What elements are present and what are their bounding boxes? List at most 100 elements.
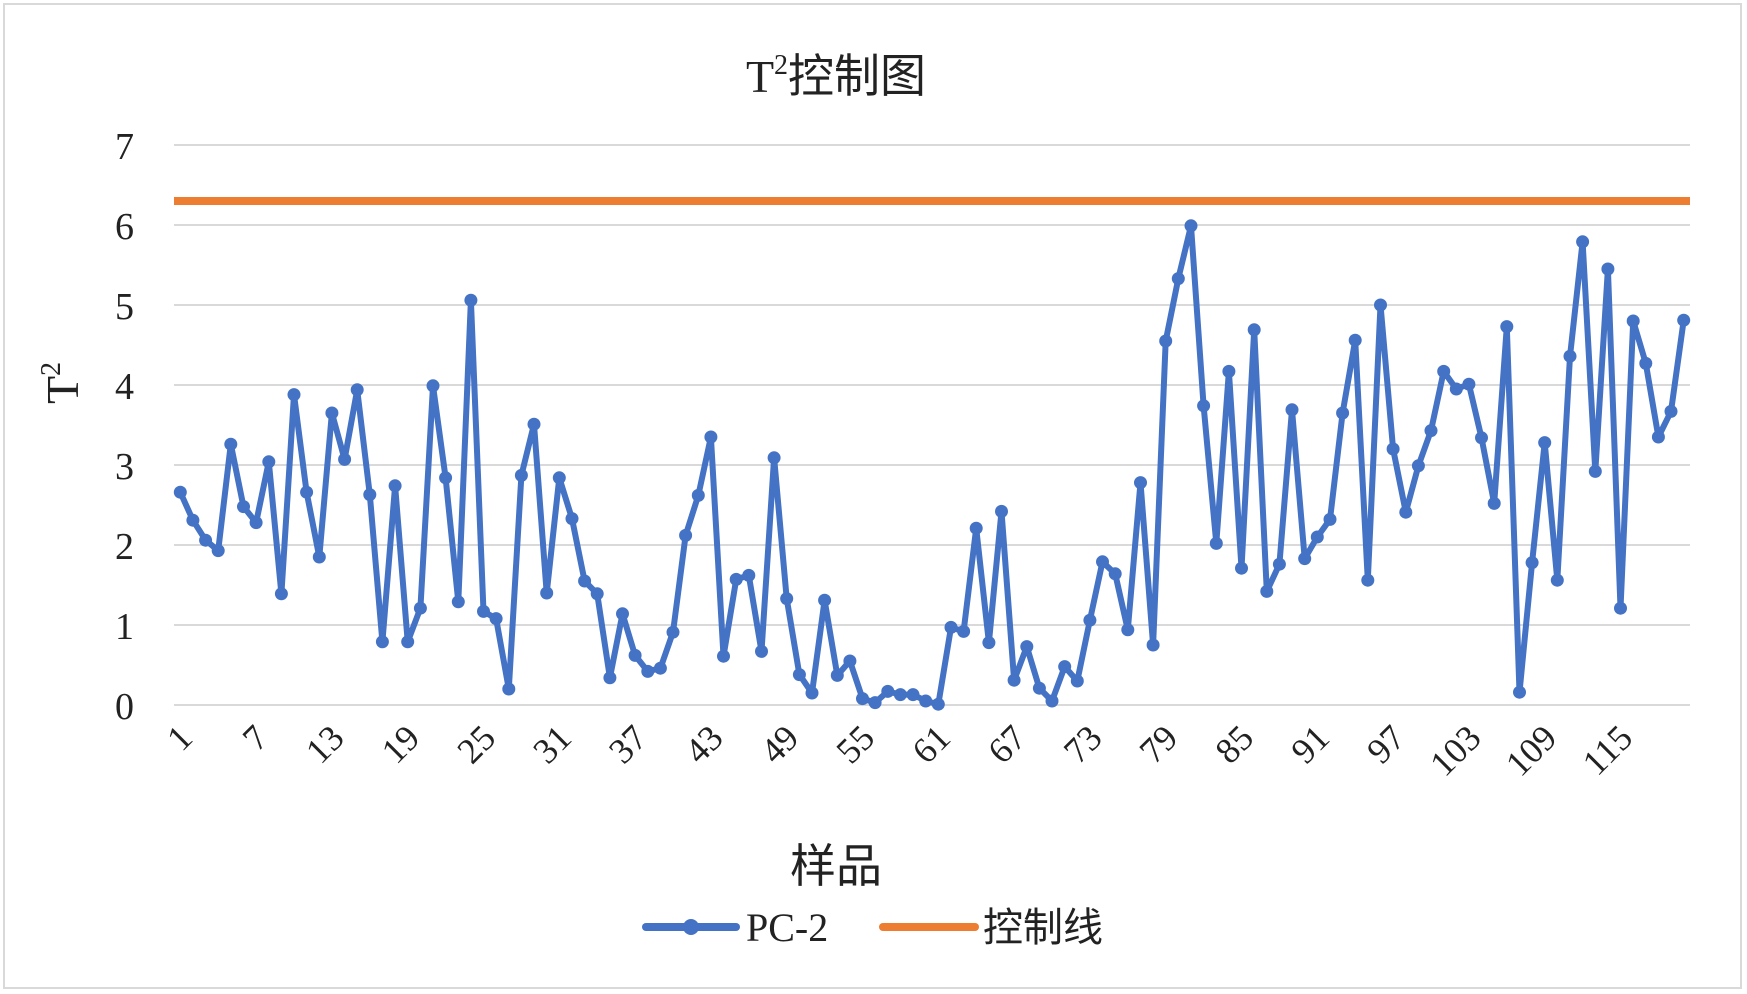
- data-point-pc2: [780, 592, 794, 606]
- data-point-pc2: [1588, 464, 1602, 478]
- data-point-pc2: [388, 479, 402, 493]
- data-point-pc2: [1083, 613, 1097, 627]
- data-point-pc2: [1475, 431, 1488, 445]
- data-point-pc2: [1614, 601, 1627, 615]
- data-point-pc2: [1361, 573, 1375, 587]
- data-point-pc2: [969, 521, 983, 535]
- x-tick-label: 103: [1422, 717, 1488, 783]
- data-point-pc2: [1007, 673, 1021, 687]
- data-point-pc2: [603, 671, 617, 685]
- data-point-pc2: [1525, 556, 1539, 570]
- data-point-pc2: [552, 471, 566, 485]
- data-point-pc2: [616, 607, 629, 621]
- data-point-pc2: [565, 512, 579, 526]
- x-tick-label: 97: [1359, 717, 1413, 771]
- data-point-pc2: [262, 455, 276, 469]
- x-tick-label: 67: [980, 717, 1034, 771]
- data-point-pc2: [944, 620, 958, 634]
- data-point-pc2: [1285, 403, 1299, 417]
- data-point-pc2: [1538, 436, 1552, 450]
- data-point-pc2: [1411, 459, 1425, 473]
- x-tick-label: 55: [828, 717, 882, 771]
- data-point-pc2: [893, 688, 907, 702]
- data-point-pc2: [1171, 272, 1185, 286]
- data-point-pc2: [199, 533, 213, 547]
- y-tick-label: 2: [115, 526, 134, 568]
- data-point-pc2: [1336, 406, 1350, 420]
- data-point-pc2: [413, 601, 427, 615]
- data-point-pc2: [1513, 685, 1526, 699]
- data-point-pc2: [401, 635, 415, 649]
- data-point-pc2: [957, 624, 971, 638]
- data-point-pc2: [527, 417, 541, 431]
- data-point-pc2: [995, 504, 1008, 518]
- data-point-pc2: [919, 694, 933, 708]
- data-point-pc2: [1386, 442, 1400, 456]
- x-tick-label: 91: [1283, 717, 1337, 771]
- data-point-pc2: [1639, 356, 1653, 370]
- data-point-pc2: [464, 293, 478, 307]
- data-point-pc2: [843, 654, 857, 668]
- legend-item-control-line: 控制线: [879, 905, 1103, 950]
- data-point-pc2: [1323, 512, 1337, 526]
- data-point-pc2: [1146, 638, 1160, 652]
- data-point-pc2: [237, 500, 250, 514]
- x-tick-label: 1: [159, 717, 200, 758]
- legend-label-control-line: 控制线: [983, 905, 1103, 950]
- x-tick-label: 61: [904, 717, 958, 771]
- data-point-pc2: [439, 471, 453, 485]
- data-point-pc2: [1437, 364, 1451, 378]
- data-point-pc2: [312, 550, 326, 564]
- data-point-pc2: [1576, 235, 1590, 249]
- data-point-pc2: [1500, 320, 1514, 334]
- x-tick-label: 49: [753, 717, 807, 771]
- x-tick-label: 19: [374, 717, 428, 771]
- data-point-pc2: [1399, 505, 1413, 519]
- x-tick-label: 79: [1132, 717, 1186, 771]
- data-point-pc2: [704, 430, 718, 444]
- data-point-pc2: [426, 379, 440, 393]
- y-tick-label: 7: [115, 126, 134, 168]
- data-point-pc2: [868, 696, 882, 710]
- y-axis-label: T2: [36, 362, 88, 404]
- data-point-pc2: [224, 437, 238, 451]
- data-point-pc2: [1626, 314, 1640, 328]
- data-point-pc2: [742, 568, 756, 582]
- data-point-pc2: [982, 636, 996, 650]
- data-point-pc2: [628, 648, 642, 662]
- data-point-pc2: [1045, 694, 1059, 708]
- data-point-pc2: [641, 664, 655, 678]
- x-tick-label: 73: [1056, 717, 1110, 771]
- data-point-pc2: [1197, 399, 1211, 413]
- data-point-pc2: [1184, 219, 1198, 233]
- data-point-pc2: [767, 451, 781, 465]
- data-point-pc2: [1550, 573, 1564, 587]
- data-point-pc2: [590, 587, 604, 601]
- data-point-pc2: [1222, 364, 1236, 378]
- data-point-pc2: [540, 586, 554, 600]
- x-tick-labels: 1 7 13 19 25 31 37 43 49 55 61 67 73 79 85 91 97 103 109 11…: [159, 717, 1640, 783]
- data-point-pc2: [1601, 262, 1615, 276]
- chart-frame: [3, 3, 1742, 989]
- data-point-pc2: [755, 644, 768, 658]
- y-tick-label: 0: [115, 686, 134, 728]
- data-point-pc2: [249, 516, 263, 530]
- x-axis-label: 样品: [790, 841, 882, 892]
- data-point-pc2: [578, 574, 592, 588]
- y-tick-label: 4: [115, 366, 134, 408]
- y-tick-labels: 0 1 2 3 4 5 6 7: [115, 126, 134, 728]
- y-tick-label: 3: [115, 446, 134, 488]
- data-point-pc2: [906, 688, 920, 702]
- data-point-pc2: [350, 383, 364, 397]
- x-tick-label: 31: [525, 717, 579, 771]
- data-point-pc2: [1260, 584, 1274, 598]
- chart-title: T2控制图: [746, 50, 926, 102]
- y-tick-label: 1: [115, 606, 134, 648]
- data-point-pc2: [1247, 323, 1261, 337]
- x-tick-label: 37: [601, 717, 655, 771]
- data-point-pc2: [792, 668, 806, 682]
- data-point-pc2: [1310, 530, 1324, 544]
- data-point-pc2: [1298, 552, 1312, 566]
- data-point-pc2: [881, 684, 895, 698]
- data-point-pc2: [1462, 377, 1476, 391]
